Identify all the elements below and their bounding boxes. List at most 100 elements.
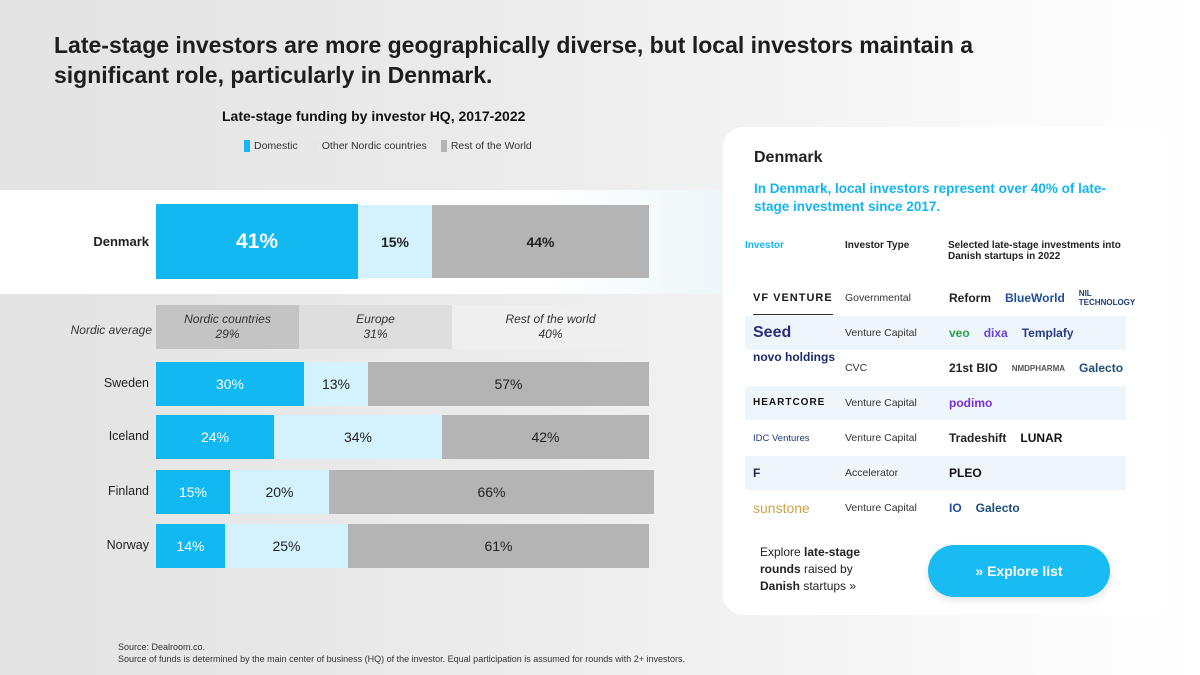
legend-label-rest-of-world: Rest of the World — [450, 140, 532, 152]
bar-finland-domestic: 15% — [156, 470, 230, 514]
explore-mid: raised by — [800, 562, 853, 576]
investor-logo: novo holdings — [753, 350, 835, 364]
row-label-finland: Finland — [108, 484, 149, 498]
avg-segment-nordic-countries: Nordic countries 29% — [156, 305, 299, 349]
page-headline: Late-stage investors are more geographic… — [54, 32, 974, 88]
denmark-card: Denmark In Denmark, local investors repr… — [723, 127, 1170, 615]
investment-logos: PLEO — [949, 456, 982, 490]
row-label-sweden: Sweden — [103, 376, 149, 390]
investor-type: Venture Capital — [845, 432, 917, 444]
investor-row: novo holdings CVC 21st BIO NMDPHARMA Galecto — [745, 351, 1126, 385]
bar-norway-other-nordic-countries: 25% — [225, 524, 348, 568]
investment-logos: Tradeshift LUNAR — [949, 421, 1062, 455]
investor-type: Venture Capital — [845, 327, 917, 339]
investor-logo: HEARTCORE — [753, 397, 826, 408]
investor-row: HEARTCORE Venture Capital podimo — [745, 386, 1126, 420]
row-label-denmark: Denmark — [93, 233, 149, 249]
investor-type: CVC — [845, 362, 868, 374]
startup-logo: PLEO — [949, 466, 982, 480]
legend-swatch-other-nordic — [311, 140, 318, 152]
startup-logo: Galecto — [975, 501, 1020, 515]
investor-row: F Accelerator PLEO — [745, 456, 1126, 490]
chart-legend: Domestic Other Nordic countries Rest of … — [244, 140, 532, 152]
legend-label-other-nordic: Other Nordic countries — [321, 140, 427, 152]
bar-norway-domestic: 14% — [156, 524, 225, 568]
bar-sweden-domestic: 30% — [156, 362, 304, 406]
investor-logo: Seed — [753, 324, 792, 341]
investment-logos: podimo — [949, 386, 992, 420]
nordic-average-label: Nordic average — [70, 323, 152, 337]
avg-segment-value: 31% — [363, 327, 388, 341]
investor-row: IDC Ventures Venture Capital Tradeshift LUN… — [745, 421, 1126, 455]
investor-logo: VF VENTURE — [753, 281, 833, 315]
bar-denmark-rest-of-the-world: 44% — [432, 205, 649, 278]
legend-label-domestic: Domestic — [254, 140, 298, 152]
explore-bold-1: late-stage rounds — [760, 545, 861, 576]
source-note: Source: Dealroom.co. Source of funds is … — [118, 641, 685, 665]
startup-logo: NMDPHARMA — [1011, 363, 1066, 373]
explore-bold-2: Danish — [760, 579, 801, 593]
bar-iceland-domestic: 24% — [156, 415, 274, 459]
avg-segment-value: 29% — [215, 327, 240, 341]
startup-logo: NIL TECHNOLOGY — [1078, 289, 1136, 307]
investor-logo: sunstone — [753, 500, 810, 516]
card-subtitle: In Denmark, local investors represent ov… — [754, 181, 1106, 214]
startup-logo: Templafy — [1021, 326, 1074, 340]
legend-swatch-rest-of-world — [440, 140, 447, 152]
investment-logos: Reform BlueWorld NIL TECHNOLOGY — [949, 281, 1135, 315]
source-line-2: Source of funds is determined by the mai… — [118, 654, 686, 664]
investor-type: Governmental — [845, 292, 911, 304]
explore-text: Explore late-stage rounds raised by Dani… — [760, 544, 890, 595]
col-head-investments: Selected late-stage investments into Dan… — [948, 240, 1121, 262]
startup-logo: podimo — [949, 396, 993, 410]
legend-swatch-domestic — [244, 140, 250, 152]
avg-segment-rest-of-the-world: Rest of the world 40% — [452, 305, 649, 349]
avg-segment-name: Rest of the world — [505, 312, 596, 326]
explore-post: startups » — [800, 579, 857, 593]
explore-list-button[interactable]: » Explore list — [928, 545, 1110, 597]
card-title: Denmark — [754, 149, 823, 166]
avg-segment-value: 40% — [538, 327, 563, 341]
startup-logo: dixa — [983, 326, 1008, 340]
startup-logo: Galecto — [1079, 361, 1124, 375]
investor-logo: F — [753, 466, 761, 480]
explore-pre: Explore — [760, 545, 805, 559]
bar-sweden-rest-of-the-world: 57% — [368, 362, 649, 406]
col-head-type: Investor Type — [845, 240, 910, 251]
startup-logo: LUNAR — [1020, 431, 1063, 445]
avg-segment-europe: Europe 31% — [299, 305, 452, 349]
row-label-norway: Norway — [106, 538, 149, 552]
startup-logo: Reform — [949, 291, 992, 305]
investor-row: Seed Venture Capital veo dixa Templafy — [745, 316, 1126, 350]
investor-logo: IDC Ventures — [753, 432, 810, 444]
bar-norway-rest-of-the-world: 61% — [348, 524, 649, 568]
bar-denmark-domestic: 41% — [156, 204, 358, 279]
source-line-1: Source: Dealroom.co. — [118, 642, 206, 652]
investor-row: sunstone Venture Capital IO Galecto — [745, 491, 1126, 525]
investment-logos: veo dixa Templafy — [949, 316, 1074, 350]
legend-item-other-nordic: Other Nordic countries — [311, 140, 427, 152]
investor-type: Accelerator — [845, 467, 899, 479]
bar-iceland-rest-of-the-world: 42% — [442, 415, 649, 459]
bar-denmark-other-nordic-countries: 15% — [358, 205, 432, 278]
investment-logos: IO Galecto — [949, 491, 1020, 525]
startup-logo: IO — [949, 501, 962, 515]
bar-finland-rest-of-the-world: 66% — [329, 470, 654, 514]
avg-segment-name: Europe — [356, 312, 395, 326]
bar-iceland-other-nordic-countries: 34% — [274, 415, 442, 459]
investor-row: VF VENTURE Governmental Reform BlueWorld NIL… — [745, 281, 1135, 315]
investment-logos: 21st BIO NMDPHARMA Galecto — [949, 351, 1123, 385]
col-head-investor: Investor — [745, 240, 784, 251]
chart-title: Late-stage funding by investor HQ, 2017-… — [222, 108, 526, 124]
bar-sweden-other-nordic-countries: 13% — [304, 362, 368, 406]
startup-logo: veo — [949, 326, 970, 340]
investor-type: Venture Capital — [845, 397, 917, 409]
investor-type: Venture Capital — [845, 502, 917, 514]
bar-finland-other-nordic-countries: 20% — [230, 470, 329, 514]
avg-segment-name: Nordic countries — [184, 312, 271, 326]
startup-logo: 21st BIO — [949, 361, 998, 375]
legend-item-rest-of-world: Rest of the World — [440, 140, 532, 152]
row-label-iceland: Iceland — [108, 429, 149, 443]
startup-logo: BlueWorld — [1005, 291, 1065, 305]
legend-item-domestic: Domestic — [244, 140, 298, 152]
